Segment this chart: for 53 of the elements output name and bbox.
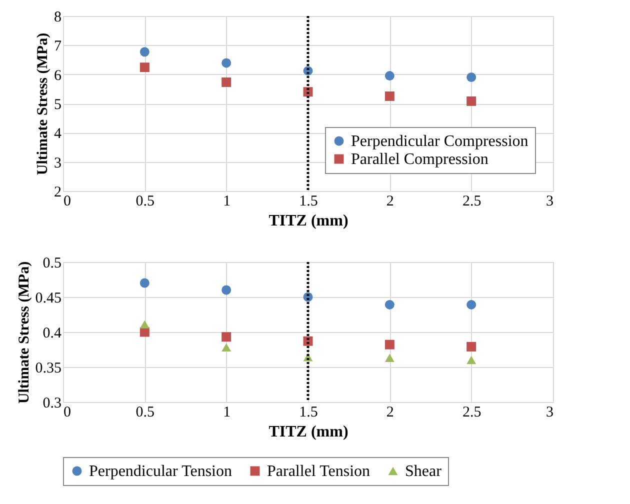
x-tick-label: 0 — [64, 404, 71, 420]
point — [466, 72, 476, 82]
point — [222, 58, 232, 68]
x-tick-label: 3 — [546, 404, 554, 420]
y-tick-label: 0.4 — [42, 326, 62, 342]
y-tick-label: 0.35 — [35, 360, 62, 376]
legend-label: Parallel Tension — [267, 463, 370, 480]
x-tick-label: 1 — [223, 194, 231, 210]
y-tick-label: 8 — [54, 10, 62, 26]
point — [222, 343, 232, 352]
x-tick-label: 3 — [546, 194, 554, 210]
x-axis-title: TITZ (mm) — [268, 212, 348, 230]
y-tick-label: 3 — [54, 155, 62, 172]
y-tick-label: 6 — [54, 68, 62, 84]
x-tick-label: 1.5 — [299, 194, 318, 210]
point — [222, 77, 232, 87]
x-tick-label: 2.5 — [462, 194, 482, 210]
point — [140, 47, 150, 57]
point — [466, 300, 476, 310]
x-tick-label: 0.5 — [136, 404, 155, 420]
point — [222, 332, 232, 342]
x-axis-title: TITZ (mm) — [268, 424, 348, 440]
y-tick-label: 0.5 — [42, 256, 62, 272]
y-tick-label: 7 — [54, 38, 62, 55]
x-tick-label: 2 — [386, 194, 394, 210]
x-tick-label: 2 — [386, 404, 394, 420]
y-tick-label: 0.45 — [35, 290, 62, 306]
point — [140, 320, 150, 328]
y-axis-title: Ultimate Stress (MPa) — [16, 261, 32, 404]
x-tick-label: 0 — [64, 194, 71, 210]
legend-label: Shear — [405, 463, 442, 480]
legend-label: Perpendicular Tension — [89, 463, 232, 480]
point — [466, 342, 476, 352]
point — [466, 356, 476, 364]
y-tick-label: 0.3 — [42, 396, 62, 412]
x-tick-label: 1.5 — [299, 404, 318, 420]
y-tick-label: 4 — [54, 126, 62, 142]
point — [222, 285, 232, 295]
x-tick-label: 0.5 — [136, 194, 155, 210]
point — [384, 91, 394, 101]
point — [384, 354, 394, 362]
point — [466, 96, 476, 106]
y-axis-title: Ultimate Stress (MPa) — [35, 32, 51, 176]
y-tick-label: 5 — [54, 97, 62, 113]
legend-label: Perpendicular Compression — [351, 133, 528, 150]
legend-label: Parallel Compression — [351, 151, 488, 168]
x-tick-label: 2.5 — [462, 404, 482, 420]
x-tick-label: 1 — [223, 404, 231, 420]
point — [140, 278, 150, 288]
point — [384, 340, 394, 350]
point — [384, 71, 394, 81]
point — [140, 62, 150, 72]
point — [384, 300, 394, 310]
